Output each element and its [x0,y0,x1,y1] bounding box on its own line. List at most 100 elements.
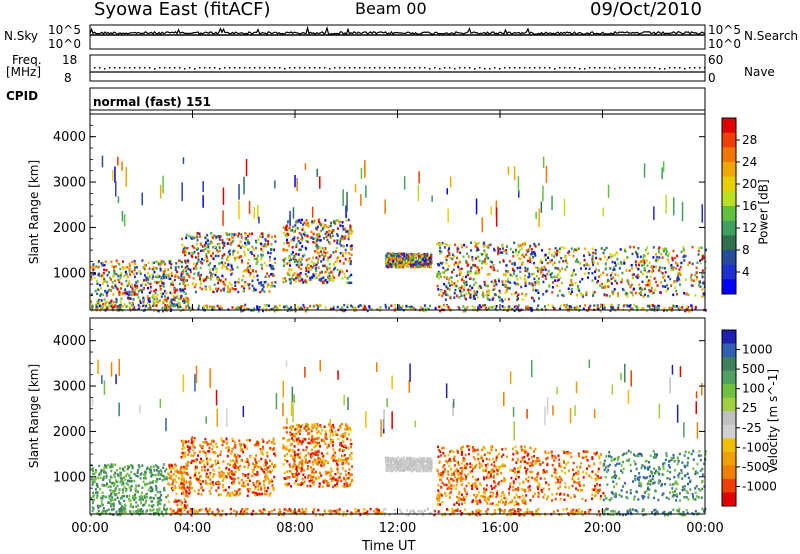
range-cell [456,250,459,253]
range-cell [625,491,628,494]
range-cell [392,254,395,258]
range-cell [184,488,187,492]
range-cell [211,241,213,245]
range-cell [266,475,269,478]
range-cell [483,261,486,264]
range-cell [501,300,504,303]
range-cell [612,458,615,462]
range-cell [354,306,357,310]
range-cell [348,275,351,278]
range-cell [154,464,157,467]
range-cell [351,305,354,309]
range-cell [328,263,331,266]
freq-point [439,68,441,70]
freq-point [469,67,471,69]
range-cell [301,508,304,511]
range-cell [604,263,607,266]
freq-point [379,67,381,69]
range-cell [486,451,489,454]
range-cell [614,261,617,264]
range-cell [142,288,145,291]
range-cell [343,303,346,307]
range-cell [298,232,301,235]
range-cell [478,304,481,307]
range-cell [533,277,536,281]
range-cell [331,231,333,234]
range-cell [232,251,235,254]
range-cell [474,241,477,244]
range-cell [391,258,394,261]
range-streak [117,156,119,166]
range-cell [591,255,594,258]
range-cell [312,468,315,471]
range-cell [643,267,646,270]
range-cell [498,279,500,283]
range-cell [105,294,108,297]
range-cell [520,447,523,451]
range-cell [580,461,583,465]
range-cell [314,237,317,240]
range-cell [263,486,266,490]
range-cell [461,290,464,293]
range-cell [454,243,457,246]
range-cell [193,246,196,250]
range-cell [643,287,646,291]
range-cell [410,305,413,309]
range-cell [379,306,382,309]
range-cell [597,491,600,494]
range-cell [483,260,486,263]
range-cell [489,495,492,498]
range-cell [517,283,520,286]
range-cell [94,272,96,275]
range-cell [519,270,522,273]
range-cell [416,263,419,266]
range-cell [210,275,213,279]
range-cell [154,295,157,299]
range-cell [186,486,189,489]
range-cell [400,252,403,255]
range-cell [494,465,497,469]
range-cell [293,278,295,281]
range-cell [581,277,584,281]
range-cell [184,261,187,264]
range-cell [163,475,166,478]
range-cell [437,455,440,458]
range-cell [298,258,301,262]
range-cell [332,307,335,310]
velocity-heatmap [90,358,707,517]
range-cell [501,305,504,308]
range-cell [196,232,199,235]
range-cell [661,272,664,275]
range-cell [141,289,143,292]
freq-point [129,67,131,69]
range-cell [365,307,367,311]
range-cell [498,296,501,299]
range-cell [143,267,146,271]
range-cell [676,273,679,277]
range-cell [366,309,369,313]
range-cell [588,267,591,271]
range-cell [636,276,639,279]
range-cell [141,290,143,294]
freq-point [554,68,556,70]
range-cell [224,261,227,265]
range-cell [104,307,107,311]
range-cell [246,241,249,244]
range-cell [480,266,483,270]
range-cell [401,259,404,262]
range-cell [608,280,611,283]
range-cell [324,306,327,309]
range-cell [472,263,475,267]
range-cell [288,273,291,277]
range-cell [663,309,665,312]
range-cell [296,227,299,230]
range-cell [229,268,232,272]
range-cell [288,268,291,271]
range-cell [253,443,256,447]
range-cell [471,305,474,308]
range-cell [147,307,150,310]
range-cell [525,305,528,308]
range-cell [650,265,653,268]
range-cell [142,266,145,269]
range-cell [297,453,299,456]
